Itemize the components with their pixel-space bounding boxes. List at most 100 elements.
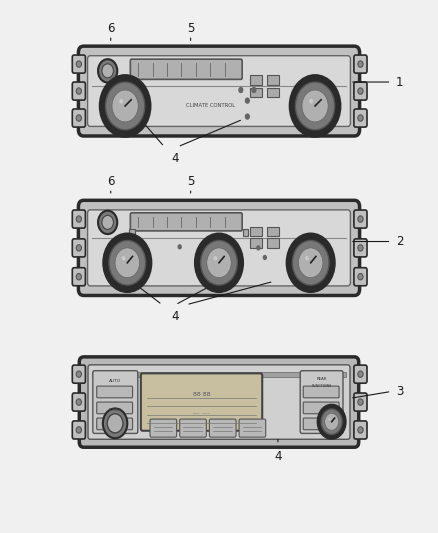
FancyBboxPatch shape	[88, 365, 350, 439]
FancyBboxPatch shape	[72, 393, 85, 411]
FancyBboxPatch shape	[354, 210, 367, 228]
Circle shape	[98, 59, 117, 83]
Circle shape	[103, 233, 151, 292]
FancyBboxPatch shape	[209, 419, 236, 437]
Circle shape	[358, 88, 363, 94]
FancyBboxPatch shape	[78, 200, 360, 295]
Circle shape	[358, 399, 363, 405]
Text: CLIMATE CONTROL: CLIMATE CONTROL	[186, 103, 235, 108]
Circle shape	[309, 99, 313, 103]
Bar	[130, 229, 135, 236]
FancyBboxPatch shape	[97, 402, 133, 414]
Text: 1: 1	[396, 76, 403, 88]
Circle shape	[102, 64, 113, 78]
Circle shape	[107, 414, 123, 433]
Circle shape	[358, 61, 363, 67]
Circle shape	[207, 248, 231, 278]
FancyBboxPatch shape	[354, 421, 367, 439]
FancyBboxPatch shape	[72, 55, 85, 73]
Text: 6: 6	[107, 175, 114, 188]
Circle shape	[119, 99, 123, 103]
Circle shape	[102, 215, 113, 229]
Circle shape	[251, 87, 257, 93]
Circle shape	[213, 256, 217, 261]
Bar	[250, 238, 262, 248]
FancyBboxPatch shape	[88, 210, 350, 286]
Circle shape	[76, 399, 81, 405]
Circle shape	[325, 413, 339, 430]
Circle shape	[321, 409, 342, 434]
Text: 4: 4	[274, 450, 282, 463]
Circle shape	[109, 240, 146, 285]
FancyBboxPatch shape	[88, 56, 350, 126]
Circle shape	[328, 418, 331, 421]
Bar	[267, 227, 279, 236]
FancyBboxPatch shape	[72, 82, 85, 100]
Circle shape	[318, 405, 346, 439]
Circle shape	[76, 273, 81, 280]
FancyBboxPatch shape	[97, 386, 133, 398]
Circle shape	[201, 240, 237, 285]
FancyBboxPatch shape	[354, 365, 367, 383]
Circle shape	[112, 90, 138, 122]
Circle shape	[106, 82, 145, 130]
Text: 88 88: 88 88	[193, 392, 210, 397]
Bar	[267, 88, 279, 98]
Circle shape	[76, 115, 81, 121]
Circle shape	[358, 273, 363, 280]
Text: ___  ___: ___ ___	[193, 408, 211, 413]
FancyBboxPatch shape	[72, 109, 85, 127]
FancyBboxPatch shape	[72, 421, 85, 439]
Bar	[267, 75, 279, 85]
FancyBboxPatch shape	[79, 357, 359, 447]
FancyBboxPatch shape	[78, 46, 360, 136]
FancyBboxPatch shape	[303, 386, 339, 398]
Circle shape	[298, 248, 323, 278]
Bar	[267, 238, 279, 248]
Circle shape	[263, 255, 267, 260]
Circle shape	[302, 90, 328, 122]
Text: AUTO: AUTO	[109, 379, 121, 383]
Circle shape	[358, 371, 363, 377]
Bar	[92, 372, 346, 376]
FancyBboxPatch shape	[150, 419, 177, 437]
Text: 5: 5	[187, 175, 194, 188]
FancyBboxPatch shape	[72, 239, 85, 257]
Circle shape	[290, 75, 340, 137]
Bar	[250, 75, 262, 85]
Circle shape	[238, 87, 244, 93]
FancyBboxPatch shape	[239, 419, 266, 437]
Text: 6: 6	[107, 22, 114, 35]
FancyBboxPatch shape	[354, 82, 367, 100]
Bar	[250, 88, 262, 98]
Circle shape	[103, 408, 127, 438]
Circle shape	[76, 88, 81, 94]
Circle shape	[76, 61, 81, 67]
Circle shape	[76, 371, 81, 377]
Text: FUNCTIONS: FUNCTIONS	[311, 384, 332, 388]
Circle shape	[221, 244, 226, 249]
FancyBboxPatch shape	[300, 370, 343, 433]
FancyBboxPatch shape	[131, 59, 242, 79]
FancyBboxPatch shape	[72, 268, 85, 286]
FancyBboxPatch shape	[131, 213, 242, 231]
Circle shape	[305, 256, 309, 261]
Bar	[243, 229, 248, 236]
Circle shape	[292, 240, 329, 285]
Circle shape	[76, 245, 81, 251]
FancyBboxPatch shape	[180, 419, 206, 437]
FancyBboxPatch shape	[354, 393, 367, 411]
FancyBboxPatch shape	[97, 418, 133, 430]
FancyBboxPatch shape	[354, 268, 367, 286]
Circle shape	[358, 245, 363, 251]
Circle shape	[76, 216, 81, 222]
Circle shape	[122, 256, 125, 261]
Circle shape	[98, 211, 117, 234]
Text: 3: 3	[396, 385, 403, 398]
FancyBboxPatch shape	[72, 210, 85, 228]
FancyBboxPatch shape	[354, 239, 367, 257]
Circle shape	[358, 427, 363, 433]
Circle shape	[256, 245, 261, 251]
FancyBboxPatch shape	[72, 365, 85, 383]
Circle shape	[195, 233, 243, 292]
